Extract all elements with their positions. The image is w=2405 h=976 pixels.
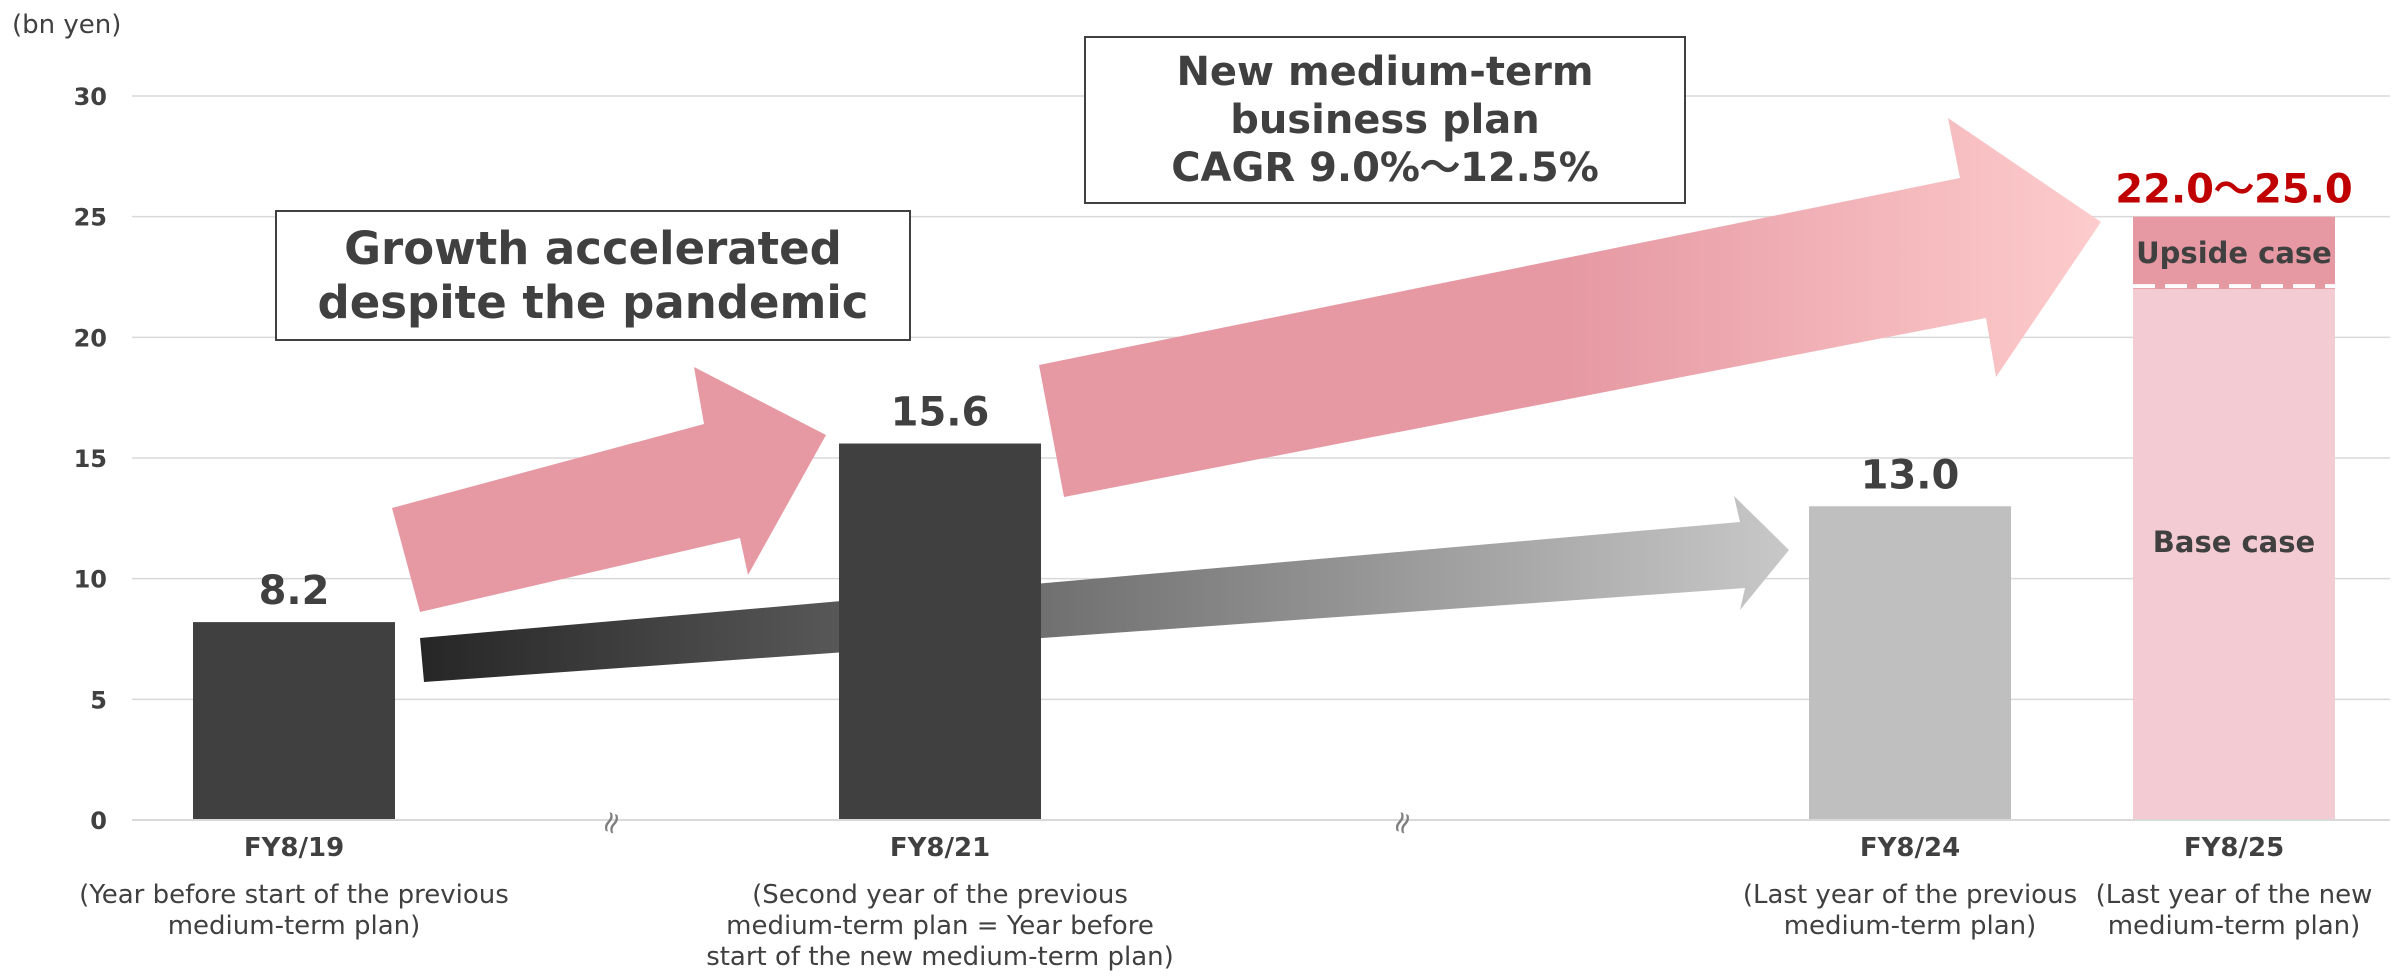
range-label: 22.0～25.0 [2115,167,2352,213]
axis-break-2: ≈ [1382,805,1423,841]
y-tick-label: 15 [74,445,107,473]
bar-fy8-24 [1809,506,2011,820]
x-tick-sublabel: medium-term plan) [168,911,421,941]
y-tick-label: 30 [74,83,107,111]
segment-label-upside: Upside case [2136,236,2332,270]
bar-fy8-19 [193,622,395,820]
segment-label-base: Base case [2153,525,2315,559]
data-label: 8.2 [259,568,330,614]
x-tick-sublabel: (Last year of the previous [1743,880,2077,910]
axis-break-1: ≈ [591,805,632,841]
data-label: 15.6 [891,390,990,436]
x-tick-sublabel: (Last year of the new [2096,880,2373,910]
data-label: 13.0 [1861,452,1960,498]
callout-growth-accelerated: Growth accelerated despite the pandemic [275,210,911,341]
x-tick-label: FY8/25 [2184,833,2284,863]
x-tick-sublabel: medium-term plan) [1784,911,2037,941]
y-axis: 0 5 10 15 20 25 30 [74,83,107,835]
y-tick-label: 0 [90,807,107,835]
x-tick-sublabel: medium-term plan) [2108,911,2361,941]
y-tick-label: 25 [74,204,107,232]
callout-growth-text: Growth accelerated despite the pandemic [317,221,869,329]
y-tick-label: 10 [74,566,107,594]
growth-arrow-small [392,367,826,612]
bar-fy8-21 [839,443,1041,820]
x-tick-label: FY8/19 [244,833,344,863]
bar-segment-base-case [2133,289,2335,821]
callout-new-plan-text: New medium-term business plan CAGR 9.0%～… [1171,49,1599,191]
x-tick-sublabel: start of the new medium-term plan) [706,942,1174,972]
growth-arrow-large [1039,118,2101,497]
y-tick-label: 5 [90,686,107,714]
x-tick-sublabel: medium-term plan = Year before [726,911,1154,941]
bars [193,216,2335,821]
trend-arrow-gray [420,496,1789,682]
labels: 8.2 15.6 13.0 22.0～25.0 Upside case Base case… [79,167,2372,972]
y-tick-label: 20 [74,324,107,352]
x-tick-sublabel: (Second year of the previous [752,880,1128,910]
y-unit-label: (bn yen) [12,10,121,40]
x-tick-label: FY8/21 [890,833,990,863]
x-tick-label: FY8/24 [1860,833,1960,863]
callout-new-plan: New medium-term business plan CAGR 9.0%～… [1084,36,1686,204]
bar-segment-upside-case [2133,216,2335,290]
x-tick-sublabel: (Year before start of the previous [79,880,509,910]
